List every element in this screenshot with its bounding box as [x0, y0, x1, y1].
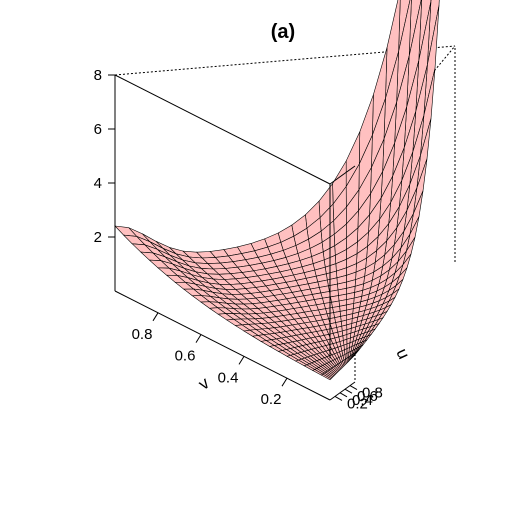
u-tick — [334, 395, 343, 401]
u-tick — [344, 388, 353, 394]
v-tick — [238, 356, 245, 365]
u-tick-label: 0.8 — [362, 385, 383, 402]
v-tick-label: 0.4 — [218, 369, 239, 386]
z-tick-label: 4 — [94, 175, 102, 192]
z-tick-label: 2 — [94, 229, 102, 246]
surface-mesh — [114, 0, 440, 381]
v-tick-label: 0.2 — [261, 391, 282, 408]
v-tick-label: 0.8 — [132, 326, 153, 343]
chart-title: (a) — [271, 21, 295, 43]
box-edge-top-front — [329, 165, 356, 185]
mesh-facet — [320, 373, 332, 381]
u-axis-label: u — [392, 345, 413, 362]
u-tick — [349, 385, 358, 391]
u-tick-label: 0.4 — [352, 392, 373, 409]
box-edge-bottom-front-u — [329, 381, 356, 401]
z-tick-label: 8 — [94, 67, 102, 84]
u-tick-label: 0.2 — [347, 395, 368, 412]
box-edge-top-left — [114, 74, 331, 185]
u-tick-label: 0.6 — [357, 388, 378, 405]
v-tick — [195, 334, 202, 343]
v-tick-label: 0.6 — [175, 348, 196, 365]
v-axis-label: v — [195, 373, 213, 394]
box-edge-bottom-front-v — [114, 290, 331, 401]
z-tick-label: 6 — [94, 121, 102, 138]
v-tick — [281, 377, 288, 387]
v-tick — [152, 312, 159, 322]
u-tick — [339, 392, 348, 398]
